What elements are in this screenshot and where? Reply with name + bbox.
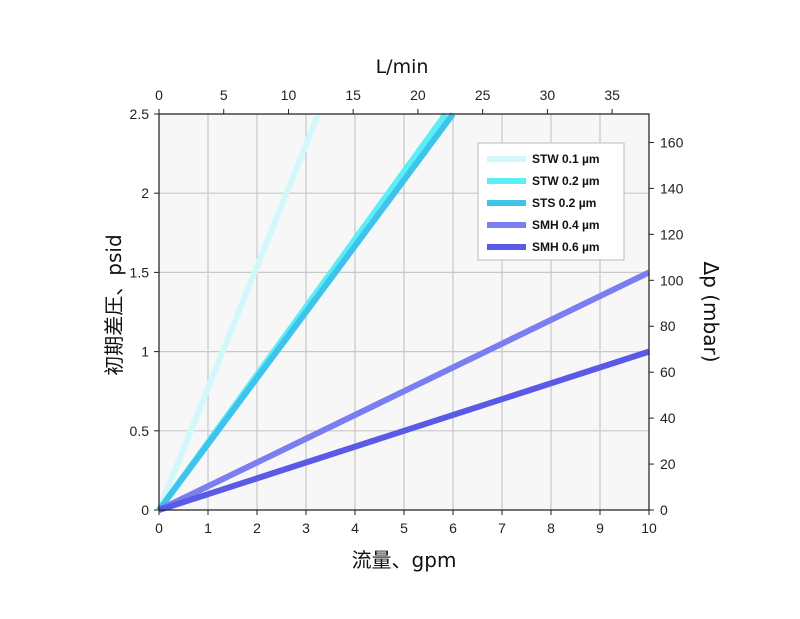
- x2-tick-label: 20: [410, 87, 426, 103]
- series-line-1: [156, 112, 322, 512]
- x-tick-label: 10: [641, 520, 657, 536]
- legend: STW 0.1 µm STW 0.2 µm STS 0.2 µm SMH 0.4 µm…: [477, 142, 625, 261]
- y-tick-label: 0.5: [130, 423, 150, 439]
- y-tick-label: 2: [141, 185, 149, 201]
- y2-tick-label: 140: [660, 180, 684, 196]
- x2-tick-label: 5: [220, 87, 228, 103]
- series-line-4: [157, 269, 651, 513]
- x-tick-label: 6: [449, 520, 457, 536]
- y2-tick-label: 160: [660, 134, 684, 150]
- y-tick-label: 2.5: [130, 106, 150, 122]
- legend-label: STW 0.1 µm: [532, 152, 600, 166]
- x-tick-label: 9: [596, 520, 604, 536]
- x2-tick-label: 35: [604, 87, 620, 103]
- y-tick-label: 1.5: [130, 264, 150, 280]
- x-tick-label: 4: [351, 520, 359, 536]
- x-tick-label: 5: [400, 520, 408, 536]
- y-tick-label: 0: [141, 502, 149, 518]
- y2-tick-label: 60: [660, 364, 676, 380]
- x2-tick-label: 25: [475, 87, 491, 103]
- legend-label: SMH 0.6 µm: [532, 240, 600, 254]
- series-line-5: [158, 348, 650, 513]
- x-tick-label: 7: [498, 520, 506, 536]
- x2-tick-label: 15: [345, 87, 361, 103]
- legend-label: SMH 0.4 µm: [532, 218, 600, 232]
- series-lines: [156, 112, 651, 513]
- series-line-3: [156, 112, 456, 512]
- y2-tick-label: 0: [660, 502, 668, 518]
- legend-label: STW 0.2 µm: [532, 174, 600, 188]
- y2-tick-label: 80: [660, 318, 676, 334]
- y2-tick-label: 120: [660, 226, 684, 242]
- x-tick-label: 8: [547, 520, 555, 536]
- x-tick-label: 0: [155, 520, 163, 536]
- y2-tick-label: 100: [660, 272, 684, 288]
- x2-tick-label: 10: [281, 87, 297, 103]
- x2-axis-title: L/min: [376, 56, 429, 78]
- y-tick-label: 1: [141, 344, 149, 360]
- x-tick-label: 3: [302, 520, 310, 536]
- y2-tick-label: 40: [660, 410, 676, 426]
- y2-tick-label: 20: [660, 456, 676, 472]
- y2-axis-title: Δp (mbar): [699, 262, 723, 363]
- x2-tick-label: 0: [155, 87, 163, 103]
- x-tick-label: 2: [253, 520, 261, 536]
- x-tick-label: 1: [204, 520, 212, 536]
- x-axis-title: 流量、gpm: [352, 548, 457, 572]
- x2-tick-label: 30: [540, 87, 556, 103]
- legend-label: STS 0.2 µm: [532, 196, 596, 210]
- y-axis-title: 初期差圧、psid: [102, 234, 126, 375]
